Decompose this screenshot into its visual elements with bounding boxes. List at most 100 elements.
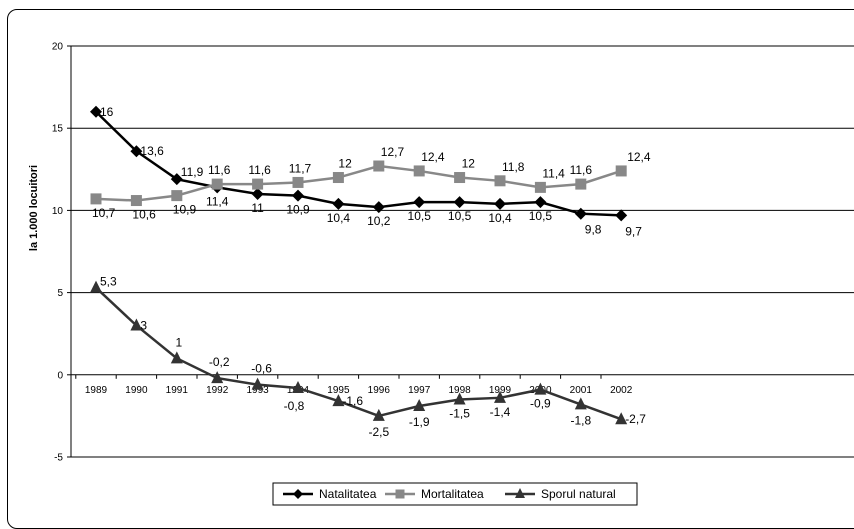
data-point-diamond [534, 196, 547, 209]
data-label: 12,4 [421, 150, 445, 164]
data-point-diamond [90, 105, 102, 118]
data-label: 13,6 [140, 144, 164, 158]
data-point-triangle [372, 408, 385, 421]
data-point-square [454, 172, 466, 184]
data-point-square [211, 178, 223, 190]
data-label: 11,8 [502, 160, 525, 174]
data-label: -1,8 [570, 413, 591, 427]
x-tick-label: 1993 [246, 385, 269, 396]
grid-lines [70, 45, 854, 458]
data-point-diamond [574, 207, 587, 220]
x-tick-label: 1989 [85, 385, 108, 396]
data-point-diamond [170, 173, 183, 186]
data-point-triangle [615, 412, 628, 425]
data-label: 10,5 [529, 209, 553, 223]
x-tick-label: 1991 [166, 385, 189, 396]
data-label: 11,6 [208, 163, 231, 177]
data-label: -2,7 [625, 412, 646, 426]
data-label: 11,6 [248, 163, 271, 177]
data-point-square [413, 165, 425, 177]
data-label: -0,8 [284, 399, 305, 413]
x-tick-label: 2002 [610, 385, 633, 396]
data-point-diamond [453, 196, 466, 209]
data-point-triangle [494, 390, 506, 403]
data-point-square [130, 195, 142, 207]
data-point-square [332, 172, 344, 184]
data-point-diamond [251, 187, 264, 200]
data-label: -0,2 [209, 355, 230, 369]
x-tick-label: 2001 [570, 385, 593, 396]
data-label: 10,9 [286, 203, 310, 217]
data-label: 11 [251, 201, 264, 215]
data-point-diamond [130, 145, 143, 158]
data-label: 12 [338, 157, 352, 171]
data-label: 9,7 [625, 224, 642, 238]
data-label: 10,4 [327, 211, 351, 225]
chart-frame [7, 9, 854, 529]
x-tick-label: 1998 [448, 385, 471, 396]
data-point-square [171, 190, 183, 202]
data-point-triangle [574, 397, 587, 410]
legend-box [272, 482, 638, 506]
data-point-triangle [453, 392, 466, 405]
data-label: 11,4 [542, 166, 565, 180]
data-label: 10,2 [367, 214, 391, 228]
data-label: 12,7 [381, 145, 405, 159]
series-line [95, 164, 622, 202]
data-point-diamond [494, 197, 506, 210]
data-point-triangle [90, 280, 102, 293]
data-label: 1 [175, 335, 182, 349]
data-labels: 16 13,6 11,9 11,4 11 10,9 10,4 10,2 10,5 10,5 10,4… [92, 105, 651, 439]
data-point-square [252, 178, 264, 190]
y-tick-label: 5 [57, 288, 63, 299]
data-point-square [615, 165, 627, 177]
data-point-triangle [251, 377, 264, 390]
legend: Natalitatea Mortalitatea Sporul natural [272, 482, 638, 506]
data-point-diamond [332, 197, 345, 210]
x-tick-label: 1997 [408, 385, 431, 396]
data-point-triangle [515, 488, 525, 498]
y-tick-label: 10 [52, 206, 64, 217]
data-label: 10,6 [132, 208, 156, 222]
legend-label: Mortalitatea [421, 487, 484, 501]
data-point-triangle [534, 382, 547, 395]
legend-label: Natalitatea [319, 487, 377, 501]
data-label: -1,5 [449, 406, 470, 420]
legend-label: Sporul natural [541, 487, 616, 501]
data-label: 9,8 [585, 223, 602, 237]
data-label: 12,4 [627, 150, 651, 164]
data-point-square [534, 181, 546, 193]
series-group [90, 105, 628, 425]
data-point-diamond [293, 489, 303, 499]
data-label: 11,6 [570, 163, 593, 177]
data-label: 5,3 [100, 275, 117, 289]
x-tick-label: 1999 [489, 385, 512, 396]
data-label: -1,9 [409, 415, 430, 429]
data-point-diamond [413, 196, 426, 209]
data-label: 10,5 [448, 209, 472, 223]
data-label: 11,9 [181, 165, 204, 179]
x-tick-label: 1992 [206, 385, 229, 396]
y-tick-label: 20 [52, 42, 64, 53]
data-label: 10,5 [408, 209, 432, 223]
data-label: 10,4 [488, 211, 512, 225]
data-point-triangle [292, 380, 304, 393]
data-label: 11,4 [206, 194, 229, 208]
data-point-triangle [413, 399, 426, 412]
data-point-square [494, 175, 506, 187]
data-point-diamond [615, 209, 628, 222]
x-tick-label: 1996 [368, 385, 391, 396]
data-label: 16 [100, 105, 114, 119]
data-label: -1,6 [342, 394, 363, 408]
data-point-triangle [332, 394, 345, 407]
data-label: 10,7 [92, 206, 116, 220]
data-point-square [395, 489, 405, 499]
data-point-square [373, 160, 385, 172]
y-tick-label: 15 [52, 124, 64, 135]
data-label: 3 [140, 318, 147, 332]
data-point-square [292, 176, 304, 188]
data-point-triangle [170, 351, 183, 364]
data-point-diamond [292, 189, 304, 202]
data-point-square [575, 178, 587, 190]
